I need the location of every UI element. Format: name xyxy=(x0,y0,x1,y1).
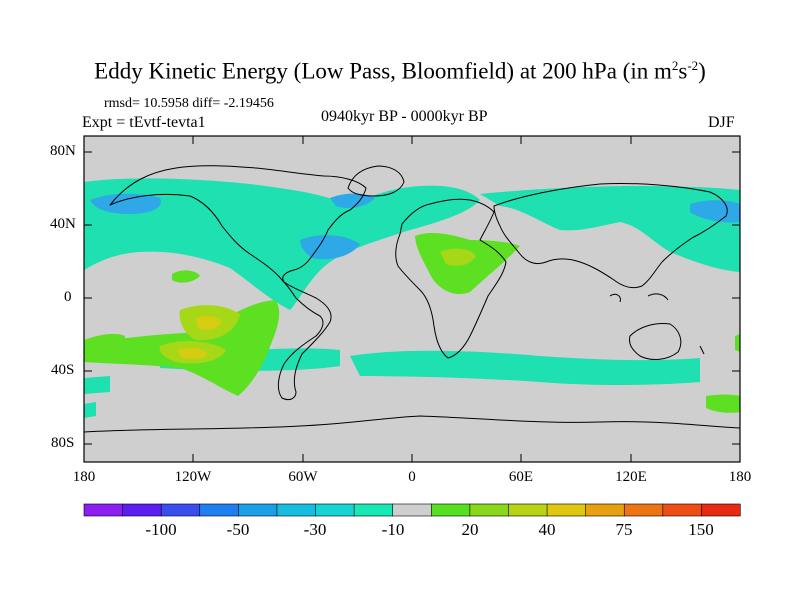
stronger-negative-fields xyxy=(90,193,740,260)
x-tick-label-180w: 180 xyxy=(72,469,96,485)
map-title: Eddy Kinetic Energy (Low Pass, Bloomfiel… xyxy=(94,58,706,84)
colorbar-label-20: 20 xyxy=(461,520,479,539)
colorbar-label--30: -30 xyxy=(303,520,327,539)
antarctica-coast xyxy=(84,415,740,433)
x-tick-label-60e: 60E xyxy=(508,469,534,485)
colorbar xyxy=(83,503,741,517)
colorbar-label--10: -10 xyxy=(381,520,405,539)
y-tick-label-80s: 80S xyxy=(51,435,75,451)
experiment-label: Expt = tEvtf-tevta1 xyxy=(82,114,206,131)
y-tick-label-40n: 40N xyxy=(50,216,76,232)
greenland-blue-core xyxy=(330,193,375,208)
americas-coast xyxy=(109,165,367,401)
far-east-green xyxy=(706,394,740,413)
colorbar-label--100: -100 xyxy=(145,520,177,539)
colorbar-swatch xyxy=(623,503,664,517)
y-tick-label-80n: 80N xyxy=(50,143,76,159)
colorbar-swatch xyxy=(392,503,432,517)
peak-positive-fields xyxy=(178,315,222,359)
colorbar-swatch xyxy=(122,503,162,517)
coastlines xyxy=(84,165,740,433)
sahara-lime-core xyxy=(440,248,476,266)
atlantic-blue-core xyxy=(300,235,360,260)
pacific-green-blob xyxy=(172,270,200,283)
colorbar-label-150: 150 xyxy=(688,520,714,539)
south-pacific-west-green xyxy=(84,333,125,356)
east-edge-green xyxy=(735,334,740,352)
asia-coast xyxy=(493,182,728,289)
south-pacific-yellow-peak xyxy=(178,347,208,359)
colorbar-swatch xyxy=(199,503,239,517)
pacific-yellow-peak xyxy=(196,315,222,330)
colorbar-swatch xyxy=(508,503,548,517)
colorbar-swatch xyxy=(585,503,625,517)
colorbar-swatch xyxy=(430,503,471,517)
x-tick-label-120e: 120E xyxy=(615,469,647,485)
axis-ticks xyxy=(84,136,740,462)
colorbar-swatch xyxy=(83,503,124,517)
colorbar-swatch xyxy=(160,503,201,517)
europe-africa-coast xyxy=(395,198,507,359)
colorbar-swatch xyxy=(546,503,587,517)
rmsd-diff-stats: rmsd= 10.5958 diff= -2.19456 xyxy=(104,96,274,111)
island-coasts xyxy=(609,293,705,355)
colorbar-swatch xyxy=(469,503,510,517)
colorbar-label-75: 75 xyxy=(615,520,633,539)
pacific-blue-core xyxy=(90,193,161,214)
y-tick-label-40s: 40S xyxy=(51,362,75,378)
x-tick-label-120w: 120W xyxy=(174,469,212,485)
greenland-coast xyxy=(347,165,405,197)
colorbar-label-40: 40 xyxy=(538,520,556,539)
colorbar-swatch xyxy=(276,503,317,517)
colorbar-label--50: -50 xyxy=(226,520,250,539)
y-tick-label-0: 0 xyxy=(64,289,72,305)
period-label: 0940kyr BP - 0000kyr BP xyxy=(321,108,488,125)
pacific-east-blue-core xyxy=(690,200,740,223)
map-panel xyxy=(84,136,740,462)
colorbar-swatch xyxy=(701,503,741,517)
australia-coast xyxy=(629,323,682,360)
far-west-teal-patch xyxy=(84,376,110,394)
colorbar-swatch xyxy=(315,503,355,517)
colorbar-swatch xyxy=(353,503,394,517)
southern-ocean-teal-band xyxy=(350,350,700,385)
far-west-teal-patch-2 xyxy=(84,402,96,418)
colorbar-swatch xyxy=(662,503,703,517)
season-label: DJF xyxy=(708,114,735,131)
x-tick-label-60w: 60W xyxy=(288,469,318,485)
north-atlantic-teal-band xyxy=(84,178,480,310)
colorbar-swatch xyxy=(238,503,278,517)
x-tick-label-0: 0 xyxy=(408,469,416,485)
x-tick-label-180e: 180 xyxy=(728,469,752,485)
